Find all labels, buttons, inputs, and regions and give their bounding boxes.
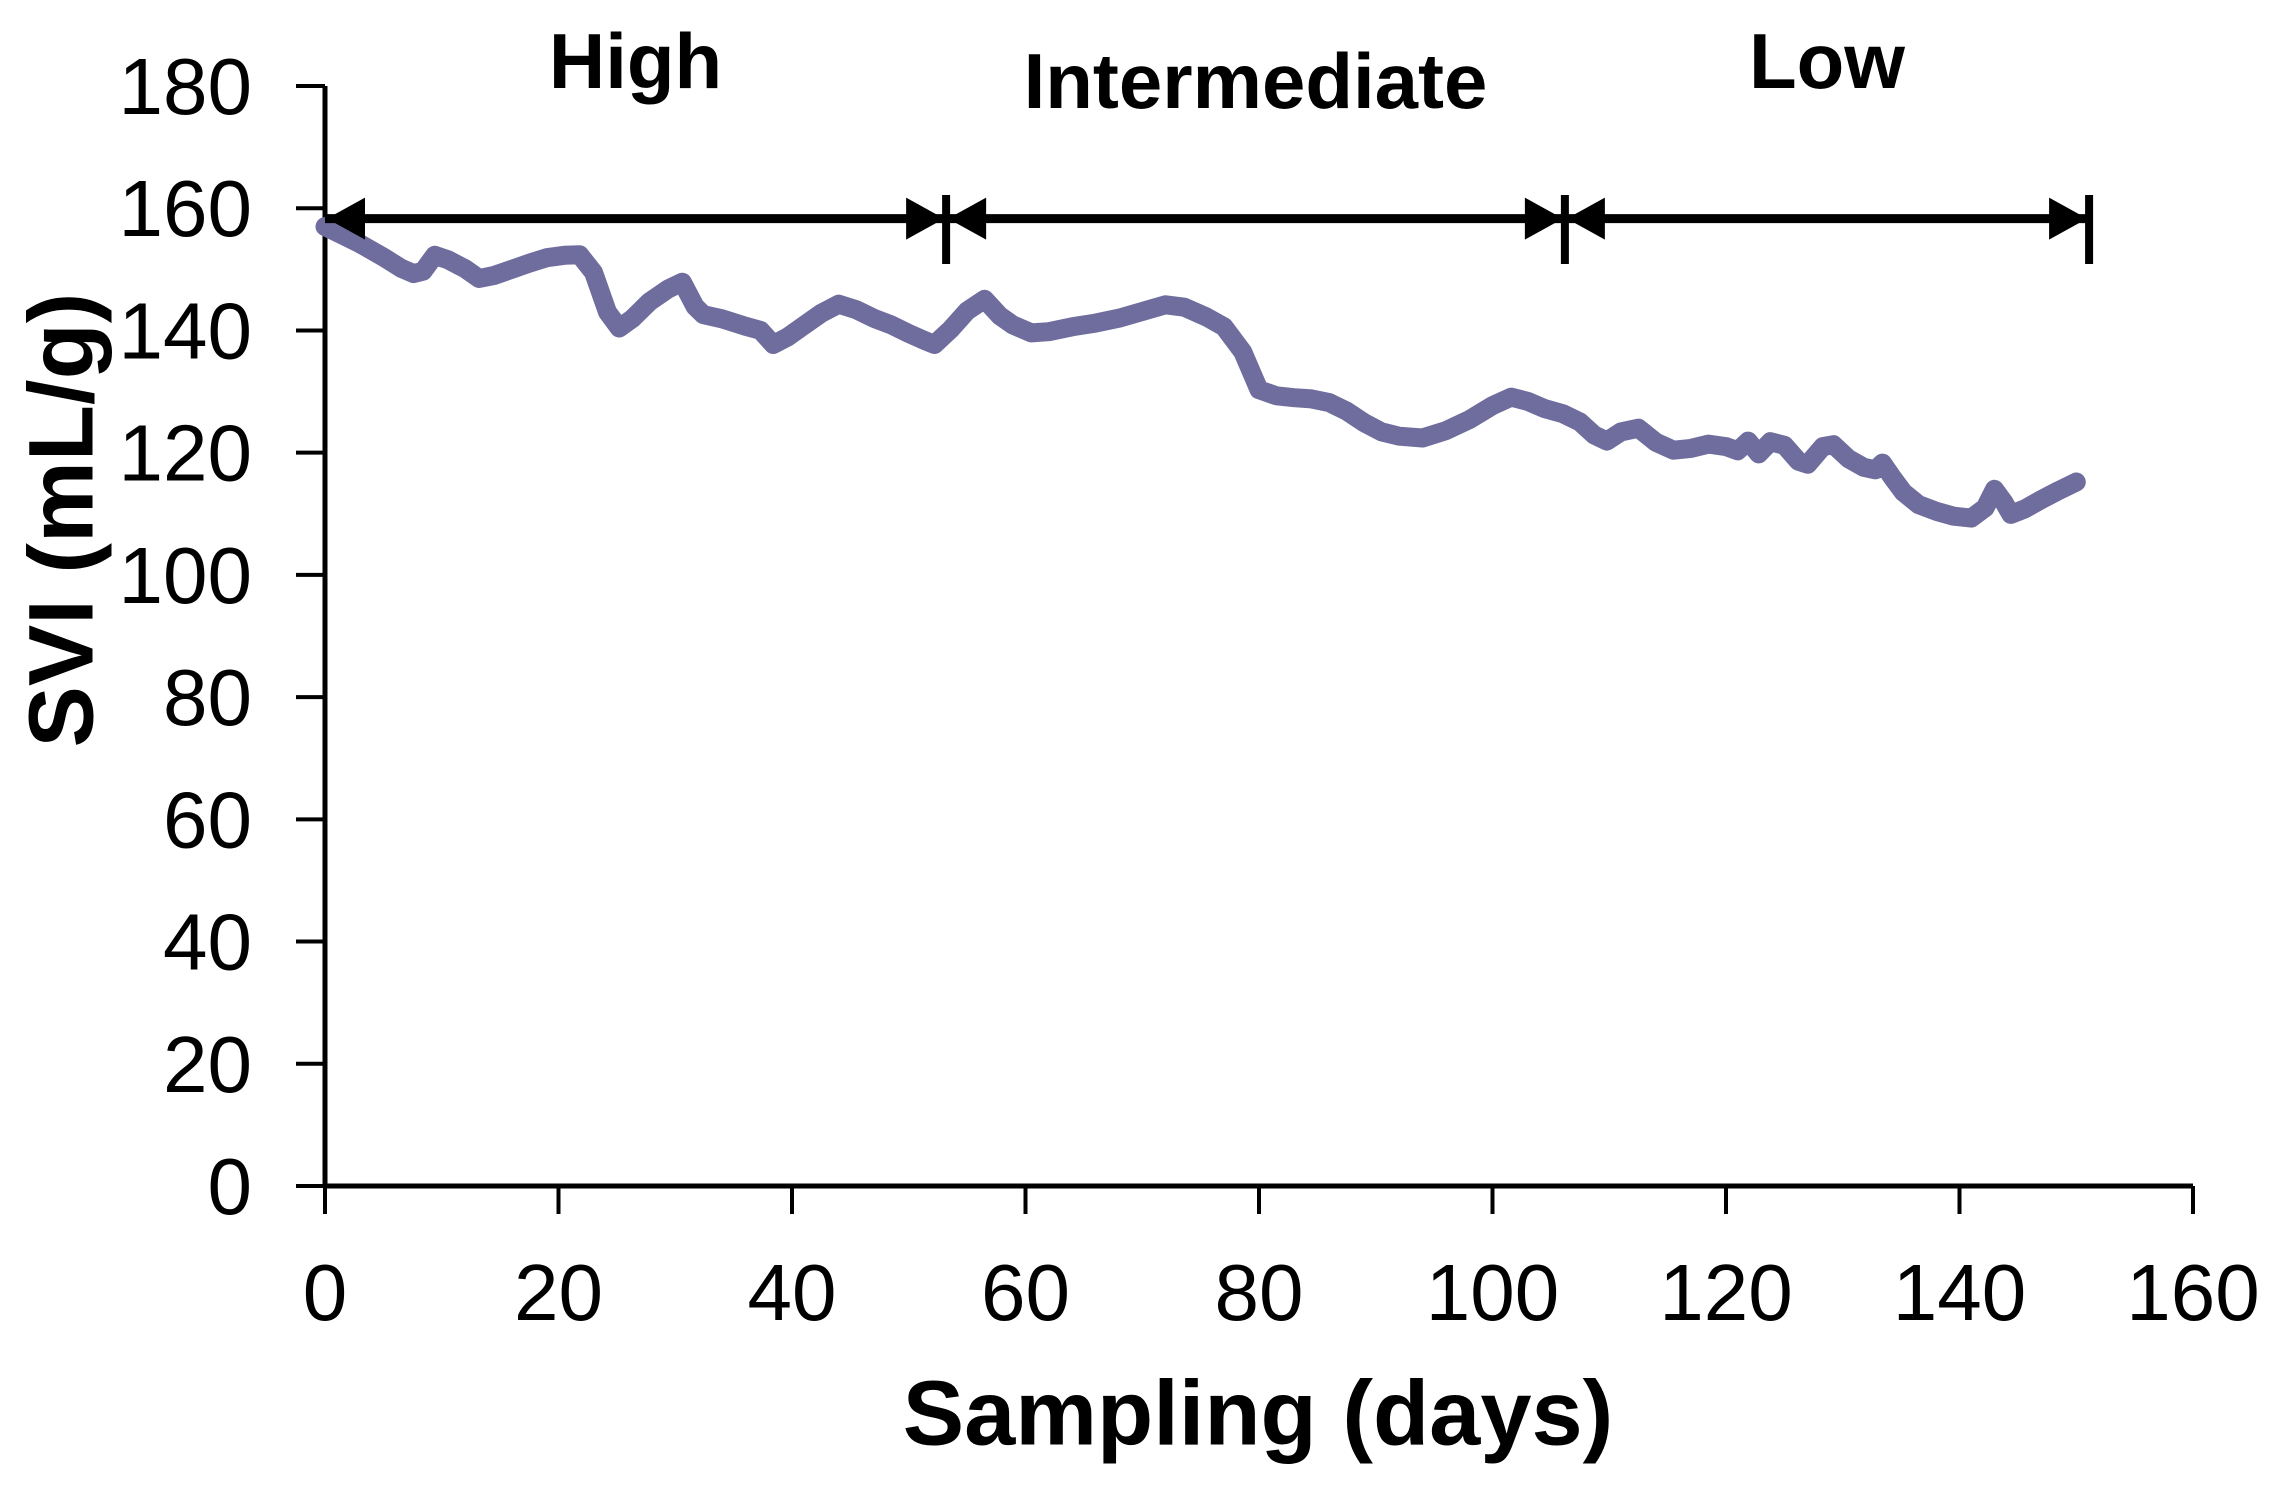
region-arrow-left-head bbox=[948, 197, 987, 240]
svi-data-line bbox=[315, 217, 2086, 528]
x-tick-label: 120 bbox=[1659, 1248, 1792, 1337]
region-arrow-right-head bbox=[1524, 197, 1563, 240]
y-tick-label: 120 bbox=[119, 409, 252, 498]
y-tick-label: 140 bbox=[119, 286, 252, 375]
region-label: Intermediate bbox=[1024, 37, 1488, 125]
y-tick-label: 0 bbox=[208, 1142, 253, 1231]
x-tick-label: 0 bbox=[303, 1248, 348, 1337]
y-axis-title: SVI (mL/g) bbox=[10, 292, 113, 748]
x-tick-label: 60 bbox=[981, 1248, 1070, 1337]
x-tick-label: 20 bbox=[514, 1248, 603, 1337]
y-tick-label: 40 bbox=[163, 898, 252, 987]
y-tick-label: 60 bbox=[163, 775, 252, 864]
region-label: Low bbox=[1749, 17, 1905, 105]
region-arrow-right-head bbox=[906, 197, 945, 240]
x-tick-label: 80 bbox=[1215, 1248, 1304, 1337]
x-tick-label: 140 bbox=[1893, 1248, 2026, 1337]
x-tick-label: 100 bbox=[1426, 1248, 1559, 1337]
y-tick-label: 160 bbox=[119, 164, 252, 253]
region-arrow-right-head bbox=[2049, 197, 2088, 240]
region-arrow-left-head bbox=[327, 197, 365, 240]
x-axis-title: Sampling (days) bbox=[902, 1362, 1614, 1465]
y-tick-label: 100 bbox=[119, 531, 252, 620]
y-tick-label: 80 bbox=[163, 653, 252, 742]
x-tick-label: 40 bbox=[748, 1248, 837, 1337]
region-arrow-left-head bbox=[1566, 197, 1605, 240]
region-label: High bbox=[549, 17, 722, 105]
y-tick-label: 20 bbox=[163, 1020, 252, 1109]
x-tick-label: 160 bbox=[2126, 1248, 2259, 1337]
y-tick-label: 180 bbox=[119, 42, 252, 131]
